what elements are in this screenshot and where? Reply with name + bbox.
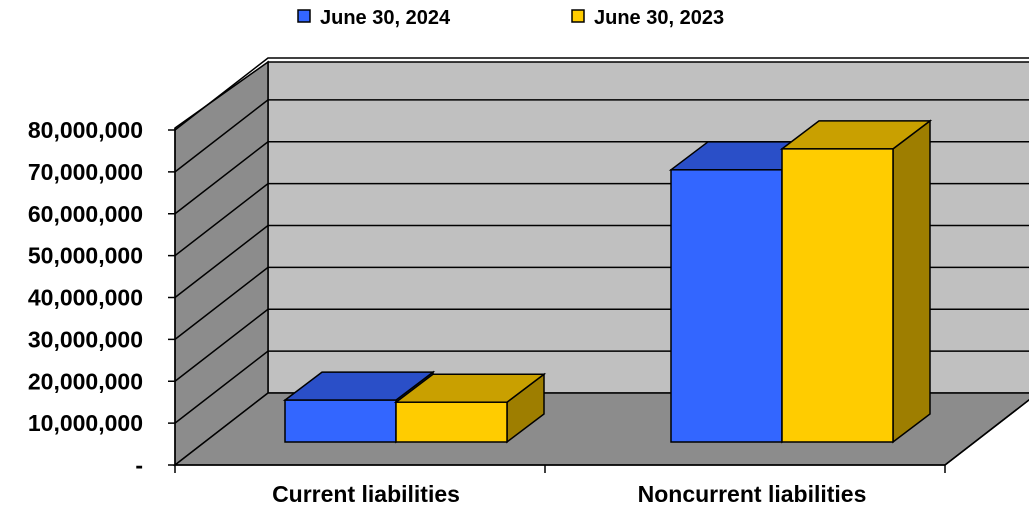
y-axis-ticks: - 10,000,000 20,000,000 30,000,000 40,000,00… [28, 117, 175, 478]
bar [395, 401, 508, 443]
bar [670, 169, 783, 443]
legend: June 30, 2024 June 30, 2023 [297, 7, 724, 29]
y-tick-label: 10,000,000 [28, 410, 143, 436]
gridline [174, 99, 1029, 173]
x-axis-categories: Current liabilities Noncurrent liabilitie… [272, 481, 866, 507]
legend-label: June 30, 2023 [594, 7, 724, 29]
y-tick-label: 60,000,000 [28, 201, 143, 227]
y-tick-label: 80,000,000 [28, 117, 143, 143]
y-tick-label: 70,000,000 [28, 159, 143, 185]
y-tick-label: 50,000,000 [28, 243, 143, 269]
y-tick-label: 30,000,000 [28, 326, 143, 352]
axis [174, 128, 1029, 473]
gridline [174, 57, 1029, 131]
bars [282, 119, 933, 444]
bar [284, 399, 397, 443]
floor-edge [944, 399, 1029, 466]
x-category-label: Current liabilities [272, 481, 460, 507]
legend-swatch [571, 9, 585, 23]
bar [781, 148, 894, 443]
x-category-label: Noncurrent liabilities [638, 481, 867, 507]
legend-label: June 30, 2024 [320, 7, 451, 29]
y-tick-label: 20,000,000 [28, 368, 143, 394]
legend-swatch [297, 9, 311, 23]
bar-side [892, 119, 931, 444]
y-tick-label: - [135, 452, 143, 478]
y-tick-label: 40,000,000 [28, 285, 143, 311]
